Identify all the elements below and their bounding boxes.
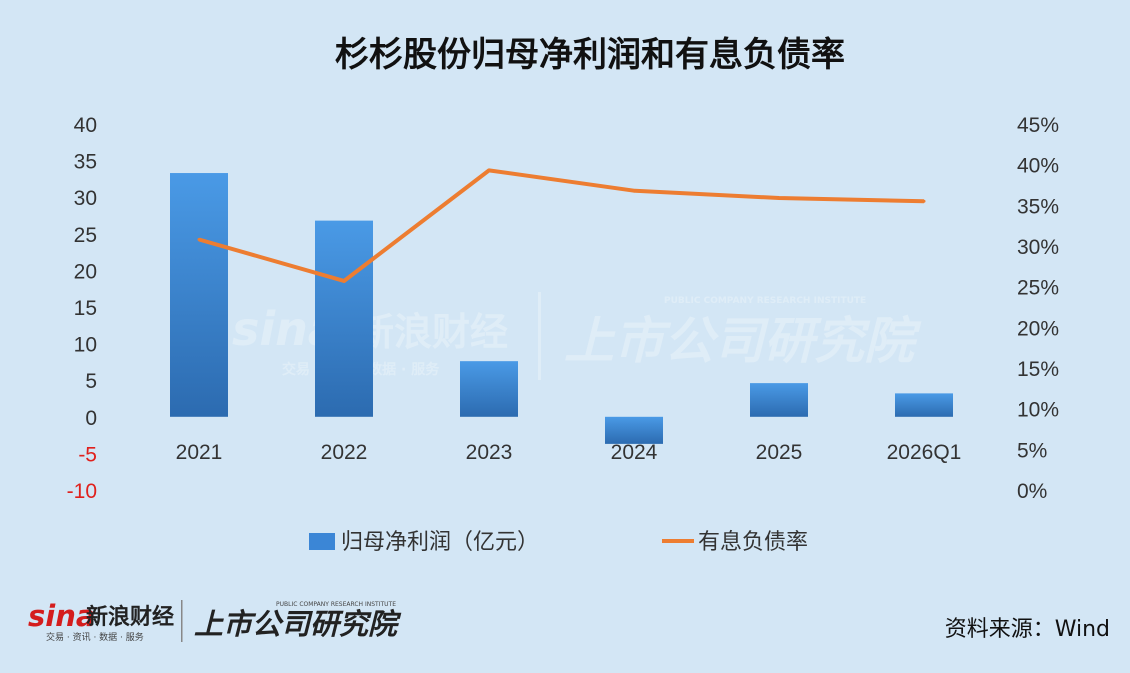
- right-tick-label: 30%: [1017, 236, 1059, 259]
- right-tick-label: 10%: [1017, 399, 1059, 422]
- right-tick-label: 5%: [1017, 439, 1047, 462]
- x-tick-label: 2025: [756, 441, 803, 464]
- left-tick-label: 35: [74, 151, 97, 174]
- debt-ratio-line: [198, 168, 925, 283]
- legend-bar-swatch: [309, 533, 335, 550]
- debt-ratio-point: [632, 189, 636, 193]
- watermark-sina-name: 新浪财经: [356, 310, 508, 354]
- right-tick-label: 35%: [1017, 195, 1059, 218]
- legend: 归母净利润（亿元） 有息负债率: [309, 530, 808, 555]
- debt-ratio-point: [487, 168, 491, 172]
- left-tick-label: 0: [85, 407, 97, 430]
- sina-logo: sina: [28, 599, 95, 633]
- x-tick-label: 2022: [321, 441, 368, 464]
- left-tick-label: 15: [74, 297, 97, 320]
- debt-ratio-point: [342, 279, 346, 283]
- bar-2022: [315, 220, 373, 417]
- watermark-divider: [538, 292, 541, 380]
- left-tick-label: 40: [74, 114, 97, 137]
- right-tick-label: 15%: [1017, 358, 1059, 381]
- right-axis-ticks: 45% 40% 35% 30% 25% 20% 15% 10% 5% 0%: [1017, 114, 1059, 503]
- source-note: 资料来源：Wind: [945, 617, 1110, 642]
- chart-title: 杉杉股份归母净利润和有息负债率: [335, 35, 845, 75]
- left-tick-label: 30: [74, 187, 97, 210]
- left-tick-label: 20: [74, 260, 97, 283]
- line-series: [197, 168, 926, 283]
- left-tick-label: 10: [74, 334, 97, 357]
- bar-2023: [460, 361, 518, 417]
- watermark-institute-en: PUBLIC COMPANY RESEARCH INSTITUTE: [664, 296, 866, 306]
- right-tick-label: 45%: [1017, 114, 1059, 137]
- debt-ratio-point: [777, 196, 781, 200]
- institute-name: 上市公司研究院: [194, 607, 402, 641]
- x-tick-label: 2023: [466, 441, 513, 464]
- left-tick-label: 5: [85, 370, 97, 393]
- right-tick-label: 0%: [1017, 480, 1047, 503]
- left-tick-label: -10: [67, 480, 97, 503]
- right-tick-label: 40%: [1017, 155, 1059, 178]
- legend-bar-label: 归母净利润（亿元）: [341, 530, 539, 555]
- x-tick-label: 2021: [176, 441, 223, 464]
- right-tick-label: 20%: [1017, 317, 1059, 340]
- sina-name: 新浪财经: [86, 604, 174, 630]
- legend-line-label: 有息负债率: [698, 530, 808, 555]
- left-tick-label: 25: [74, 224, 97, 247]
- bar-2024: [605, 416, 663, 444]
- left-tick-label: -5: [78, 443, 97, 466]
- x-tick-label: 2026Q1: [887, 441, 962, 464]
- sina-sub: 交易 · 资讯 · 数据 · 服务: [46, 631, 144, 643]
- bar-2025: [750, 383, 808, 417]
- right-tick-label: 25%: [1017, 277, 1059, 300]
- bar-2026Q1: [895, 393, 953, 417]
- x-axis-labels: 2021 2022 2023 2024 2025 2026Q1: [176, 441, 962, 464]
- institute-en: PUBLIC COMPANY RESEARCH INSTITUTE: [276, 601, 396, 608]
- debt-ratio-point: [197, 237, 201, 241]
- left-axis-ticks: 40 35 30 25 20 15 10 5 0 -5 -10: [67, 114, 97, 503]
- bar-2021: [170, 173, 228, 417]
- watermark-institute-name: 上市公司研究院: [564, 312, 922, 370]
- footer-logos: sina 新浪财经 交易 · 资讯 · 数据 · 服务 PUBLIC COMPA…: [28, 599, 402, 643]
- debt-ratio-point: [922, 199, 926, 203]
- bar-series: [170, 173, 953, 444]
- footer-divider: [181, 600, 183, 642]
- x-tick-label: 2024: [611, 441, 658, 464]
